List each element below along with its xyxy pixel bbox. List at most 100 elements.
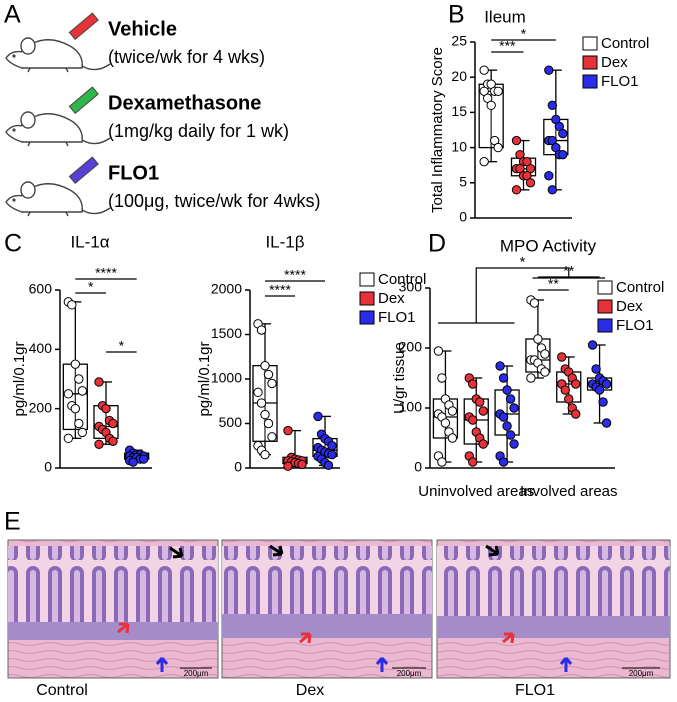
data-point xyxy=(547,185,558,195)
data-point xyxy=(263,418,274,429)
legend-swatch xyxy=(359,291,375,306)
data-point xyxy=(540,349,550,359)
data-point xyxy=(468,457,478,467)
y-tick-label: 0 xyxy=(414,459,422,475)
panel-letter: B xyxy=(448,1,465,29)
mouse-icon xyxy=(5,111,111,147)
y-axis-label: pg/ml/0.1gr xyxy=(11,341,28,416)
scale-bar-label: 200μm xyxy=(184,669,209,678)
data-point xyxy=(558,128,568,139)
y-tick-label: 0 xyxy=(234,459,242,475)
significance-label: ** xyxy=(548,276,559,292)
y-axis-label: pg/ml/0.1gr xyxy=(196,341,213,416)
data-point xyxy=(509,439,519,449)
panel-letter: C xyxy=(4,230,22,258)
y-tick-label: 500 xyxy=(219,414,243,430)
significance-label: *** xyxy=(499,38,516,54)
data-point xyxy=(498,457,509,467)
data-point xyxy=(493,142,503,153)
significance-label: * xyxy=(521,26,527,42)
data-point xyxy=(571,379,581,389)
significance-label: **** xyxy=(95,265,117,281)
panel-letter: D xyxy=(428,230,446,258)
data-point xyxy=(108,436,118,446)
data-point xyxy=(253,387,263,398)
y-tick-label: 400 xyxy=(29,340,53,356)
legend-label: FLO1 xyxy=(616,317,654,334)
legend-label: Dex xyxy=(616,298,643,315)
data-point xyxy=(502,421,512,431)
data-point xyxy=(260,360,270,371)
data-point xyxy=(437,457,447,467)
data-point xyxy=(70,359,81,369)
data-point xyxy=(138,454,149,464)
legend-swatch xyxy=(582,74,598,89)
y-tick-label: 200 xyxy=(399,339,423,355)
data-point xyxy=(267,432,277,442)
legend-label: Dex xyxy=(378,290,405,307)
data-point xyxy=(502,385,512,395)
significance-label: * xyxy=(520,254,526,270)
y-tick-label: 1000 xyxy=(211,370,242,386)
group-bracket xyxy=(438,267,605,324)
image-label: FLO1 xyxy=(515,682,555,699)
panel-letter: E xyxy=(4,508,21,536)
data-point xyxy=(267,378,277,389)
legend-label: Dex xyxy=(601,54,628,71)
data-point xyxy=(547,100,558,111)
y-tick-label: 25 xyxy=(451,33,467,49)
data-point xyxy=(260,449,270,460)
data-point xyxy=(479,156,489,167)
data-point xyxy=(511,135,522,146)
significance-label: * xyxy=(88,279,94,295)
y-tick-label: 5 xyxy=(459,174,467,190)
legend-swatch xyxy=(597,280,613,295)
y-tick-label: 1500 xyxy=(211,325,242,341)
data-point xyxy=(505,394,516,404)
data-point xyxy=(601,418,612,428)
data-point xyxy=(511,185,522,195)
legend-label: FLO1 xyxy=(378,309,416,326)
treatment: Vehicle (twice/wk for 4 wks) xyxy=(5,12,265,73)
data-point xyxy=(495,361,505,371)
significance-label: **** xyxy=(269,282,291,298)
treatment-name: FLO1 xyxy=(108,162,159,184)
data-point xyxy=(468,415,478,425)
data-point xyxy=(601,379,612,389)
data-point xyxy=(505,430,516,440)
data-point xyxy=(77,427,88,438)
data-point xyxy=(479,65,489,75)
histology-panel: 200μm xyxy=(7,539,219,679)
histology-panel: 200μm xyxy=(221,539,433,679)
y-tick-label: 0 xyxy=(459,209,467,225)
data-point xyxy=(256,398,267,408)
mouse-icon xyxy=(5,37,111,73)
y-tick-label: 15 xyxy=(451,103,467,119)
x-tick-label: Involved areas xyxy=(520,483,618,500)
data-point xyxy=(486,100,496,111)
data-point xyxy=(74,374,84,384)
data-point xyxy=(433,346,444,356)
data-point xyxy=(74,418,84,429)
data-point xyxy=(493,86,503,96)
treatment-name: Dexamethasone xyxy=(108,92,261,114)
data-point xyxy=(440,418,451,428)
data-point xyxy=(77,386,88,396)
data-point xyxy=(558,149,568,160)
data-point xyxy=(263,369,274,380)
image-label: Control xyxy=(36,682,88,699)
treatment-detail: (1mg/kg daily for 1 wk) xyxy=(108,121,289,141)
treatment-name: Vehicle xyxy=(108,18,177,40)
data-point xyxy=(594,385,605,395)
data-point xyxy=(327,441,337,451)
data-point xyxy=(283,425,293,436)
data-point xyxy=(313,411,323,422)
legend-swatch xyxy=(582,36,598,51)
data-point xyxy=(63,389,74,399)
chart-title: Ileum xyxy=(484,7,526,26)
data-point xyxy=(526,373,536,383)
legend-label: Control xyxy=(378,271,426,288)
data-point xyxy=(525,178,536,188)
scale-bar-label: 200μm xyxy=(397,669,422,678)
syringe xyxy=(68,156,99,185)
